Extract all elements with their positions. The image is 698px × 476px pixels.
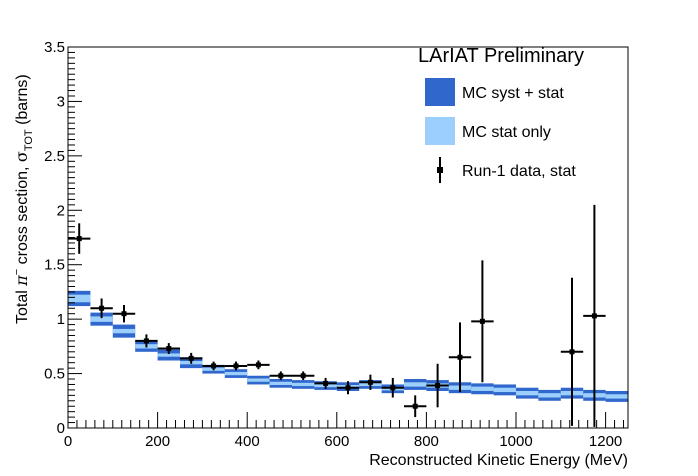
x-tick-label: 800 <box>414 433 439 450</box>
data-marker <box>591 313 597 319</box>
chart-title: LArIAT Preliminary <box>418 45 584 67</box>
tick-labels: 0 200 400 600 800 1000 1200 0 0.5 1 1.5 2 2.5 3 3.5 <box>44 39 622 450</box>
data-point <box>560 277 584 426</box>
legend-swatch-syst <box>425 78 455 106</box>
data-marker <box>345 385 351 391</box>
data-marker <box>367 379 373 385</box>
mc-stat-band <box>471 386 494 391</box>
data-point <box>135 334 158 348</box>
x-tick-label: 400 <box>235 433 260 450</box>
data-marker <box>143 338 149 344</box>
data-point <box>157 343 180 354</box>
legend-label-syst: MC syst + stat <box>462 85 564 102</box>
mc-stat-band <box>157 353 180 357</box>
data-marker <box>457 354 463 360</box>
data-marker <box>479 318 485 324</box>
mc-stat-band <box>112 328 136 334</box>
data-point <box>381 377 404 398</box>
x-tick-label: 0 <box>64 433 72 450</box>
data-marker <box>188 355 194 361</box>
x-tick-label: 1200 <box>589 433 622 450</box>
data-point <box>314 377 337 389</box>
legend: MC syst + stat MC stat only Run-1 data, … <box>425 78 576 183</box>
data-marker <box>300 373 306 379</box>
x-tick-label: 600 <box>324 433 349 450</box>
data-point <box>359 374 382 390</box>
mc-stat-band <box>493 387 516 393</box>
x-axis-label: Reconstructed Kinetic Energy (MeV) <box>369 452 628 469</box>
data-marker <box>166 346 172 352</box>
data-point <box>404 395 427 418</box>
data-point <box>247 360 270 370</box>
axis-ticks <box>67 46 625 429</box>
data-point <box>202 361 225 371</box>
mc-stat-band <box>292 382 315 387</box>
y-tick-label: 0.5 <box>44 366 65 383</box>
data-points <box>68 204 606 427</box>
mc-stat-band <box>605 394 628 399</box>
y-tick-label: 2.5 <box>44 148 65 165</box>
mc-stat-band <box>269 381 292 386</box>
y-tick-label: 3 <box>57 93 65 110</box>
data-point <box>448 322 472 393</box>
mc-stat-band <box>516 390 539 396</box>
mc-stat-band <box>247 378 270 382</box>
data-point <box>269 371 292 381</box>
data-point <box>180 352 203 364</box>
data-marker <box>99 305 105 311</box>
data-point <box>292 371 315 381</box>
data-marker <box>412 403 418 409</box>
y-tick-label: 1 <box>57 311 65 328</box>
data-marker <box>435 383 441 389</box>
legend-label-stat: MC stat only <box>462 124 551 141</box>
legend-marker-data <box>437 157 443 183</box>
mc-stat-band <box>68 294 91 303</box>
data-point <box>90 298 113 319</box>
y-tick-label: 0 <box>57 420 65 437</box>
data-point <box>68 223 91 254</box>
y-axis-label: Total π− cross section, σTOT (barns) <box>11 74 35 324</box>
x-tick-label: 200 <box>145 433 170 450</box>
mc-stat-band <box>224 371 248 376</box>
data-marker <box>390 385 396 391</box>
data-marker <box>278 373 284 379</box>
data-marker <box>76 236 82 242</box>
legend-label-data: Run-1 data, stat <box>462 163 576 180</box>
data-marker <box>255 362 261 368</box>
data-point <box>583 204 606 427</box>
data-point <box>224 361 248 371</box>
data-point <box>471 260 494 383</box>
data-marker <box>121 311 127 317</box>
mc-stat-band <box>90 316 113 322</box>
plot-frame <box>67 46 629 429</box>
mc-stat-band <box>404 382 427 387</box>
legend-swatch-stat <box>425 117 455 145</box>
mc-stat-band <box>538 393 561 398</box>
data-point <box>426 363 449 408</box>
data-marker <box>233 363 239 369</box>
y-tick-label: 1.5 <box>44 257 65 274</box>
data-marker <box>569 349 575 355</box>
data-point <box>112 304 136 323</box>
data-point <box>336 381 360 395</box>
y-tick-label: 2 <box>57 202 65 219</box>
axes <box>67 46 629 429</box>
x-tick-label: 1000 <box>499 433 532 450</box>
data-marker <box>211 363 217 369</box>
y-tick-label: 3.5 <box>44 39 65 56</box>
data-marker <box>323 380 329 386</box>
